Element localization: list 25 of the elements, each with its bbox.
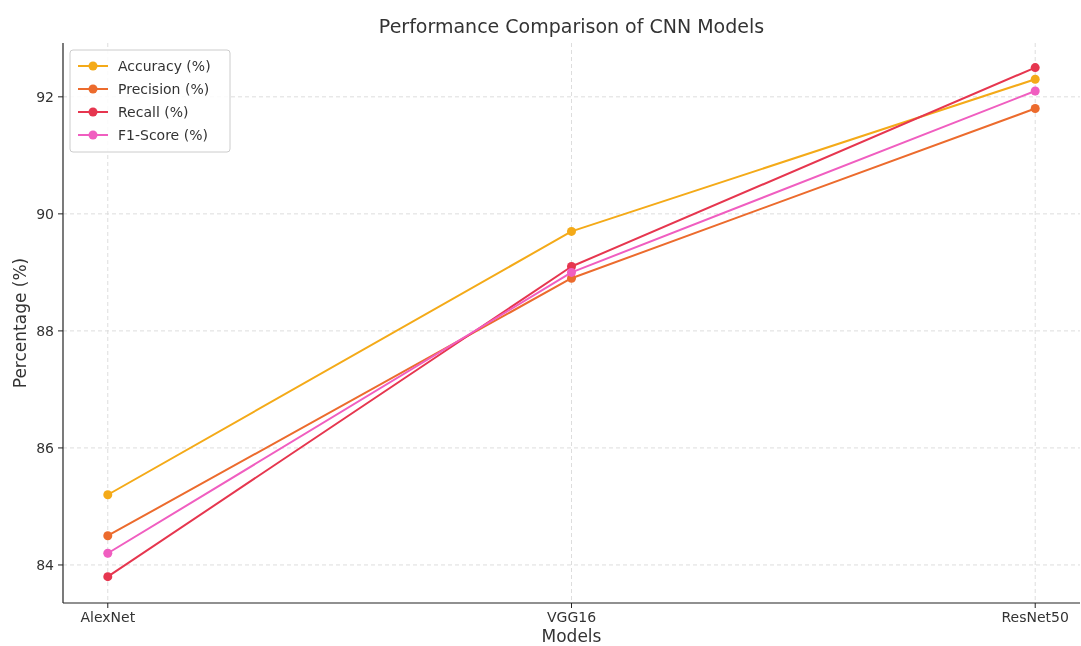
point <box>103 490 113 500</box>
y-tick-label: 88 <box>36 322 54 339</box>
legend-label: Recall (%) <box>118 103 189 120</box>
y-tick-label: 86 <box>36 439 55 456</box>
point <box>103 531 113 541</box>
chart-title: Performance Comparison of CNN Models <box>378 15 765 37</box>
legend-label: Accuracy (%) <box>118 57 211 74</box>
x-tick-label: VGG16 <box>546 609 597 625</box>
y-tick-label: 92 <box>36 88 54 105</box>
point <box>1030 86 1040 96</box>
y-axis-title: Percentage (%) <box>10 257 30 389</box>
x-axis-title: Models <box>541 626 602 646</box>
point <box>1030 63 1040 73</box>
legend-label: F1-Score (%) <box>118 126 208 143</box>
point <box>1030 104 1040 114</box>
point <box>567 267 576 277</box>
point <box>1030 74 1040 84</box>
y-tick-label: 84 <box>36 556 55 573</box>
x-tick-label: ResNet50 <box>1001 609 1069 625</box>
y-tick-label: 90 <box>36 205 54 222</box>
point <box>567 226 576 236</box>
point <box>103 572 113 582</box>
x-tick-label: AlexNet <box>80 609 136 625</box>
legend-label: Precision (%) <box>118 80 210 97</box>
point <box>103 548 113 558</box>
